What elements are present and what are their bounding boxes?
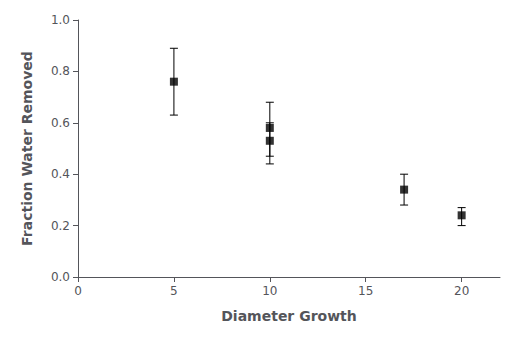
svg-text:0.2: 0.2: [51, 219, 70, 233]
svg-text:Diameter Growth: Diameter Growth: [221, 308, 357, 324]
svg-text:1.0: 1.0: [51, 13, 70, 27]
svg-text:10: 10: [262, 284, 277, 298]
svg-text:0.6: 0.6: [51, 116, 70, 130]
svg-text:0.8: 0.8: [51, 64, 70, 78]
svg-text:15: 15: [358, 284, 373, 298]
svg-text:0.4: 0.4: [51, 167, 70, 181]
svg-text:0.0: 0.0: [51, 270, 70, 284]
svg-text:Fraction Water Removed: Fraction Water Removed: [19, 51, 35, 246]
svg-text:0: 0: [74, 284, 82, 298]
svg-text:5: 5: [170, 284, 178, 298]
svg-text:20: 20: [454, 284, 469, 298]
